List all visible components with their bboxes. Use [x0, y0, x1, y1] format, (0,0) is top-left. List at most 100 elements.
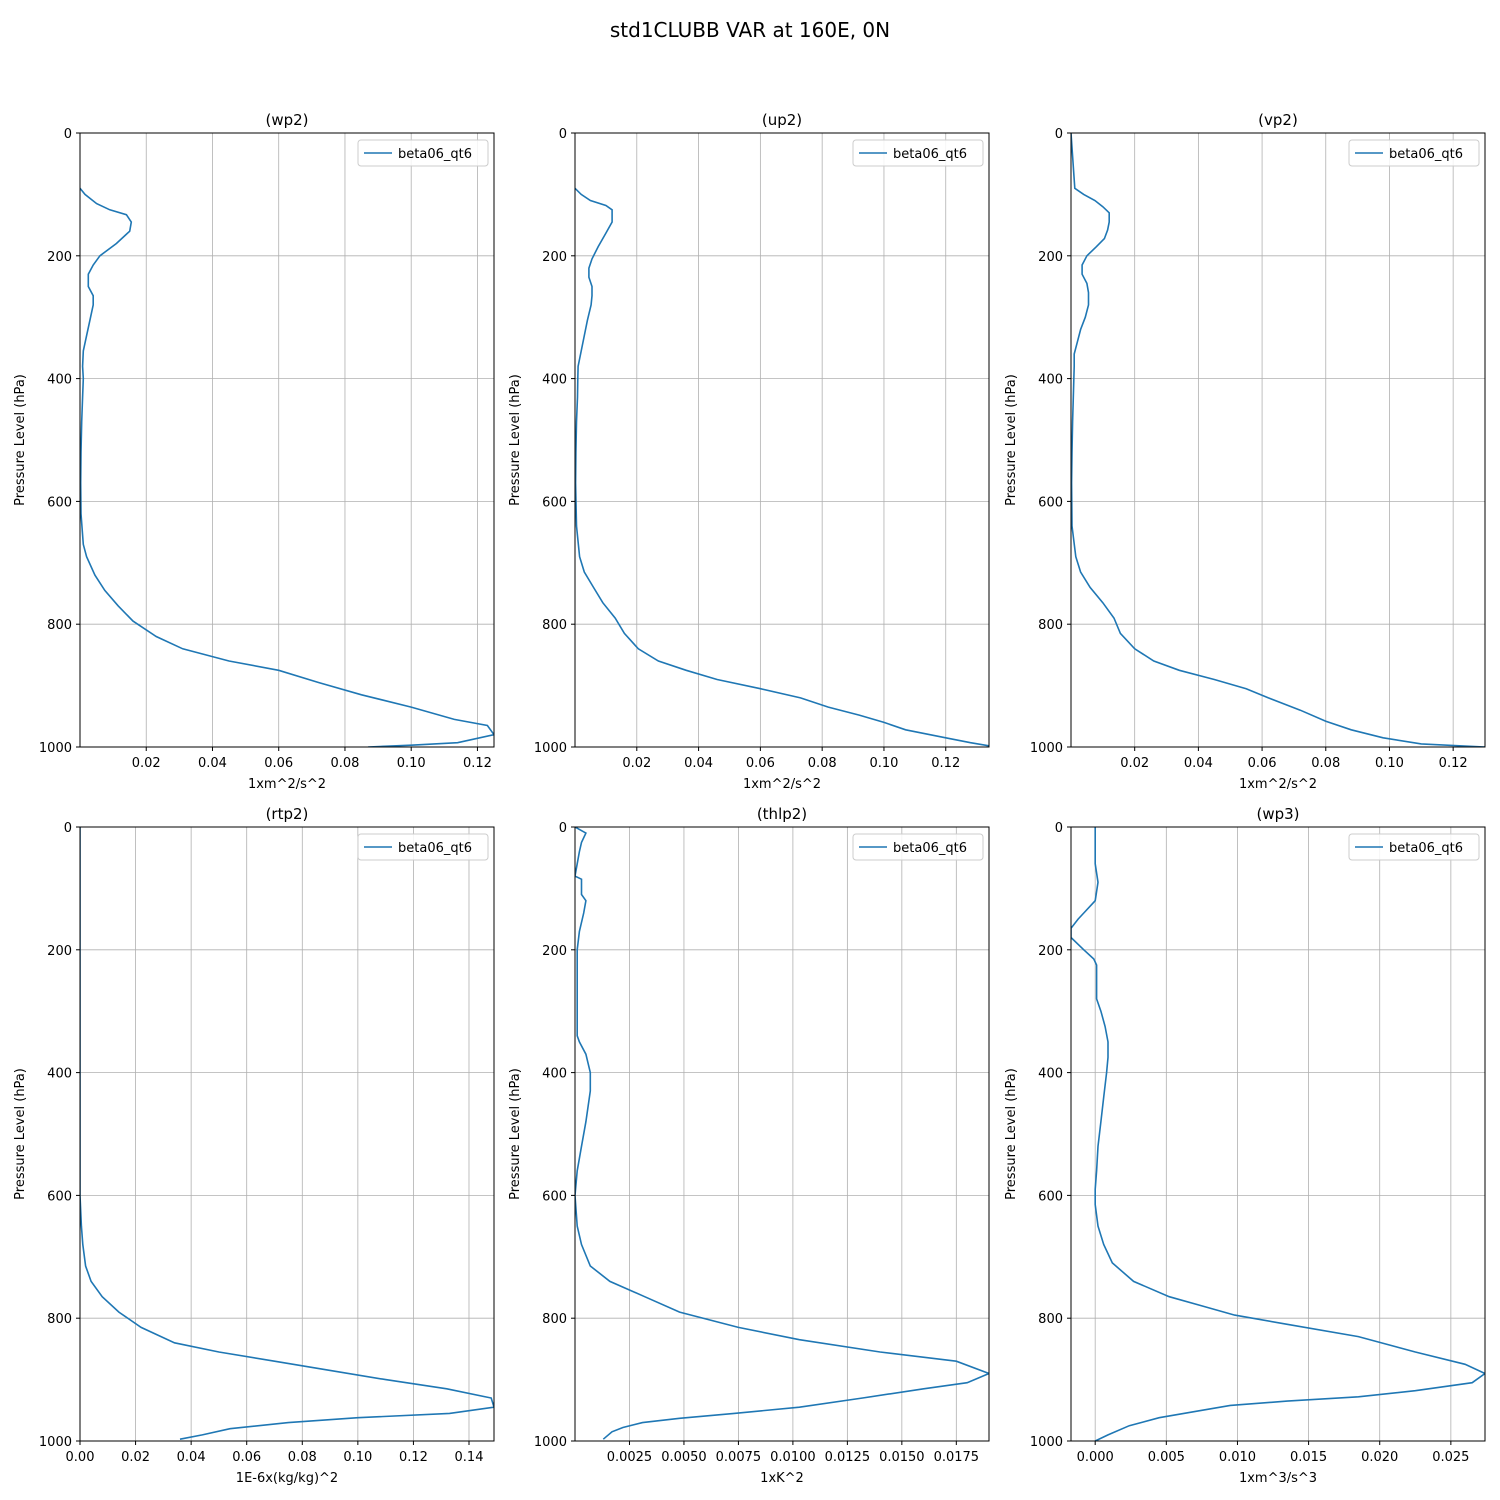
- x-axis-label: 1xm^3/s^3: [1239, 1471, 1317, 1486]
- subplot-vp2: (vp2) 0.02 0.04 0.06 0.08 0.10 0.12 0 200 400 600 8…: [1004, 111, 1486, 792]
- series-line-beta06_qt6: [575, 187, 989, 747]
- x-tick-label: 0.10: [869, 756, 898, 771]
- subplot-title: (wp2): [265, 111, 308, 129]
- plot-frame: [574, 826, 990, 1442]
- subplot-thlp2: (thlp2) 0.0025 0.0050 0.0075 0.0100 0.0125 0.0…: [508, 805, 990, 1486]
- legend-box: [852, 833, 984, 861]
- y-tick-label: 800: [1038, 618, 1063, 633]
- x-tick-label: 0.0100: [770, 1450, 816, 1465]
- y-axis-label: Pressure Level (hPa): [1004, 1068, 1019, 1200]
- plot-frame: [574, 132, 990, 748]
- y-tick-label: 400: [1038, 1067, 1063, 1082]
- y-tick-label: 0: [559, 127, 567, 142]
- y-axis-label: Pressure Level (hPa): [508, 374, 523, 506]
- y-tick-label: 600: [47, 1189, 72, 1204]
- y-tick-label: 1000: [39, 1435, 72, 1450]
- series-line-beta06_qt6: [1071, 133, 1485, 747]
- x-tick-label: 0.06: [264, 756, 293, 771]
- y-tick-label: 200: [1038, 944, 1063, 959]
- x-tick-label: 0.08: [330, 756, 359, 771]
- legend-box: [357, 139, 489, 167]
- plot-frame: [1070, 826, 1486, 1442]
- subplot-title: (thlp2): [757, 805, 807, 823]
- y-tick-label: 200: [1038, 250, 1063, 265]
- subplot-up2: (up2) 0.02 0.04 0.06 0.08 0.10 0.12 0 200 400 600 8…: [508, 111, 990, 792]
- x-tick-label: 0.04: [198, 756, 227, 771]
- x-tick-label: 0.12: [931, 756, 960, 771]
- plot-frame: [79, 826, 495, 1442]
- x-tick-label: 0.0050: [661, 1450, 707, 1465]
- series-line-beta06_qt6: [1071, 827, 1485, 1441]
- plot-frame: [1070, 132, 1486, 748]
- y-tick-label: 0: [559, 821, 567, 836]
- y-tick-label: 600: [1038, 1189, 1063, 1204]
- y-tick-label: 200: [47, 944, 72, 959]
- x-tick-label: 0.14: [455, 1450, 484, 1465]
- subplot-rtp2: (rtp2) 0.00 0.02 0.04 0.06 0.08 0.10 0.12 0.14 0 2…: [13, 805, 495, 1486]
- legend-label: beta06_qt6: [398, 147, 472, 162]
- x-tick-label: 0.00: [66, 1450, 95, 1465]
- y-tick-label: 600: [542, 1189, 567, 1204]
- y-tick-label: 200: [542, 944, 567, 959]
- x-tick-label: 0.02: [622, 756, 651, 771]
- legend-label: beta06_qt6: [1389, 841, 1463, 856]
- x-tick-label: 0.010: [1219, 1450, 1256, 1465]
- x-tick-label: 0.08: [288, 1450, 317, 1465]
- y-tick-label: 200: [47, 250, 72, 265]
- x-tick-label: 0.10: [343, 1450, 372, 1465]
- legend: beta06_qt6: [852, 139, 984, 167]
- x-tick-label: 0.015: [1290, 1450, 1327, 1465]
- legend-label: beta06_qt6: [893, 841, 967, 856]
- x-axis-label: 1xm^2/s^2: [248, 777, 326, 792]
- x-tick-label: 0.08: [808, 756, 837, 771]
- y-tick-label: 600: [542, 495, 567, 510]
- y-tick-label: 400: [47, 1067, 72, 1082]
- subplot-grid: (wp2) 0.02 0.04 0.06 0.08 0.10 0.12 0 200 400 600 8…: [13, 111, 1486, 1486]
- x-tick-label: 0.02: [1120, 756, 1149, 771]
- y-tick-label: 200: [542, 250, 567, 265]
- y-tick-label: 600: [1038, 495, 1063, 510]
- y-tick-label: 600: [47, 495, 72, 510]
- series-line-beta06_qt6: [80, 827, 494, 1440]
- y-axis-label: Pressure Level (hPa): [1004, 374, 1019, 506]
- x-tick-label: 0.04: [1184, 756, 1213, 771]
- subplot-title: (wp3): [1256, 805, 1299, 823]
- y-tick-label: 1000: [1030, 741, 1063, 756]
- x-axis-label: 1xm^2/s^2: [1239, 777, 1317, 792]
- subplot-title: (up2): [762, 111, 802, 129]
- legend-label: beta06_qt6: [398, 841, 472, 856]
- y-tick-label: 0: [64, 127, 72, 142]
- x-tick-label: 0.10: [397, 756, 426, 771]
- legend-box: [1348, 139, 1480, 167]
- plot-frame: [79, 132, 495, 748]
- x-tick-label: 0.005: [1148, 1450, 1185, 1465]
- y-tick-label: 800: [47, 618, 72, 633]
- x-tick-label: 0.04: [684, 756, 713, 771]
- x-tick-label: 0.02: [121, 1450, 150, 1465]
- y-tick-label: 400: [47, 373, 72, 388]
- y-tick-label: 800: [542, 618, 567, 633]
- x-tick-label: 0.12: [463, 756, 492, 771]
- legend: beta06_qt6: [1348, 833, 1480, 861]
- legend: beta06_qt6: [357, 139, 489, 167]
- x-tick-label: 0.06: [1248, 756, 1277, 771]
- x-tick-label: 0.020: [1361, 1450, 1398, 1465]
- x-tick-label: 0.000: [1077, 1450, 1114, 1465]
- x-tick-label: 0.0125: [825, 1450, 871, 1465]
- legend-box: [357, 833, 489, 861]
- subplot-wp2: (wp2) 0.02 0.04 0.06 0.08 0.10 0.12 0 200 400 600 8…: [13, 111, 495, 792]
- x-tick-label: 0.0175: [934, 1450, 980, 1465]
- legend-label: beta06_qt6: [893, 147, 967, 162]
- x-tick-label: 0.06: [746, 756, 775, 771]
- x-tick-label: 0.0150: [879, 1450, 925, 1465]
- subplot-title: (vp2): [1258, 111, 1298, 129]
- subplot-wp3: (wp3) 0.000 0.005 0.010 0.015 0.020 0.025 0 200 4…: [1004, 805, 1486, 1486]
- x-tick-label: 0.0075: [716, 1450, 762, 1465]
- x-tick-label: 0.12: [1439, 756, 1468, 771]
- y-tick-label: 1000: [534, 741, 567, 756]
- legend-box: [852, 139, 984, 167]
- y-tick-label: 1000: [1030, 1435, 1063, 1450]
- x-tick-label: 0.12: [399, 1450, 428, 1465]
- y-tick-label: 800: [542, 1312, 567, 1327]
- x-tick-label: 0.04: [177, 1450, 206, 1465]
